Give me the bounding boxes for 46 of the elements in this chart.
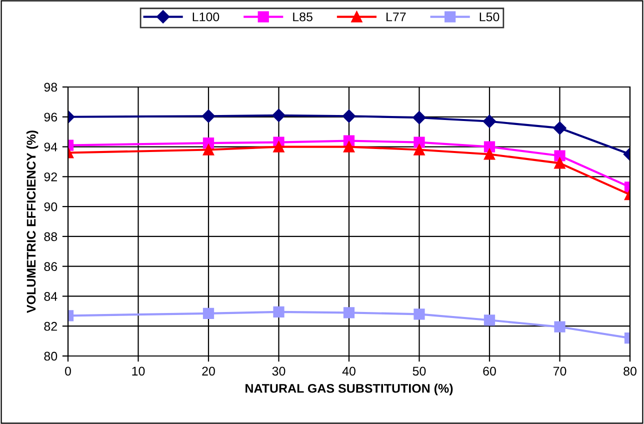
point [484,141,496,152]
y-tick-label: 86 [44,262,58,271]
point [343,307,355,318]
point [482,114,496,128]
point [414,144,425,156]
x-tick-label: 30 [272,366,286,376]
x-tick-label: 50 [412,366,426,376]
x-tick-label: 20 [202,366,215,376]
legend-label: L77 [386,12,406,22]
y-axis-title: VOLUMETRIC EFFICIENCY (%) [26,130,38,313]
y-tick-label: 96 [44,112,58,122]
point [484,148,496,160]
point [272,108,286,122]
y-tick-label: 88 [44,232,58,242]
y-tick-label: 94 [44,142,58,152]
point [554,158,566,169]
point [343,141,355,152]
point [202,110,216,123]
x-tick-label: 10 [132,366,145,376]
y-tick-label: 80 [44,352,58,361]
point [412,111,426,124]
x-tick-label: 60 [483,366,496,376]
legend-label: L85 [293,12,312,22]
point [273,306,284,318]
x-tick-label: 40 [342,366,356,376]
y-tick-label: 92 [44,172,57,182]
y-tick-label: 90 [44,202,58,212]
point [202,308,214,319]
y-tick-label: 98 [44,82,58,92]
y-tick-label: 82 [44,322,57,331]
x-tick-label: 0 [65,366,71,376]
legend-label: L100 [192,12,220,22]
point [202,144,214,156]
x-tick-label: 70 [553,366,566,376]
point [554,150,566,162]
y-tick-label: 84 [44,292,58,301]
x-tick-label: 80 [624,366,636,376]
x-axis-title: NATURAL GAS SUBSTITUTION (%) [246,384,453,396]
point [553,122,566,135]
legend-label: L50 [480,12,500,22]
point [484,314,496,326]
point [554,321,566,332]
point [414,308,425,320]
point [414,136,425,148]
point [273,141,284,152]
point [342,110,356,123]
